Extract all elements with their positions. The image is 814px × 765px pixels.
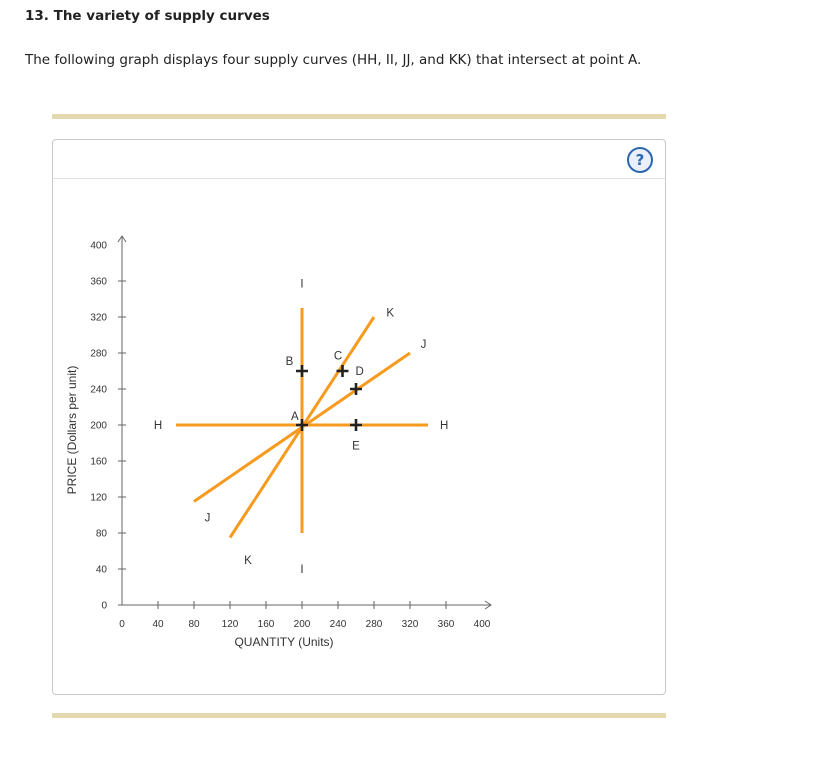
x-tick-label: 240 xyxy=(330,619,347,630)
curve-label-j: J xyxy=(205,513,211,525)
curve-label-i: I xyxy=(300,564,303,576)
y-tick-label: 80 xyxy=(96,529,108,540)
curve-label-h: H xyxy=(154,420,162,432)
point-label-a: A xyxy=(291,411,299,423)
point-marker-b[interactable] xyxy=(296,365,308,377)
chart-axes: 0 40 80 120 160 200 240 280 320 360 400 0 40 80 120 160… xyxy=(65,235,492,649)
y-tick-label: 160 xyxy=(90,457,107,468)
graph-panel: ? xyxy=(52,139,666,695)
x-tick-label: 320 xyxy=(402,619,419,630)
curve-label-h: H xyxy=(440,420,448,432)
chart-points[interactable] xyxy=(296,365,362,431)
point-label-b: B xyxy=(286,356,294,368)
curve-label-k: K xyxy=(244,555,252,567)
y-tick-label: 360 xyxy=(90,277,107,288)
y-axis-arrow xyxy=(117,235,127,243)
y-tick-label: 240 xyxy=(90,385,107,396)
question-text: The following graph displays four supply… xyxy=(25,52,642,68)
curve-label-k: K xyxy=(386,308,394,320)
curve-label-i: I xyxy=(300,279,303,291)
bottom-divider xyxy=(52,713,666,718)
x-axis-title: QUANTITY (Units) xyxy=(234,635,333,649)
x-tick-label: 160 xyxy=(258,619,275,630)
top-divider xyxy=(52,114,666,119)
x-tick-label: 40 xyxy=(152,619,164,630)
point-marker-d[interactable] xyxy=(350,383,362,395)
x-tick-label: 80 xyxy=(188,619,200,630)
point-label-c: C xyxy=(334,351,342,363)
y-tick-label: 0 xyxy=(101,601,107,612)
x-tick-label: 400 xyxy=(474,619,491,630)
point-marker-a[interactable] xyxy=(296,419,308,431)
x-tick-label: 200 xyxy=(294,619,311,630)
curve-label-j: J xyxy=(421,339,427,351)
x-tick-label: 360 xyxy=(438,619,455,630)
point-marker-c[interactable] xyxy=(336,365,349,377)
y-tick-label: 320 xyxy=(90,313,107,324)
y-axis-title: PRICE (Dollars per unit) xyxy=(65,366,79,495)
x-tick-label: 280 xyxy=(366,619,383,630)
y-tick-label: 280 xyxy=(90,349,107,360)
point-marker-e[interactable] xyxy=(350,419,362,431)
panel-header-divider xyxy=(53,178,665,179)
y-tick-label: 40 xyxy=(96,565,108,576)
point-label-e: E xyxy=(352,441,360,453)
y-tick-label: 200 xyxy=(90,421,107,432)
chart-labels: H H I I J J K K A B C D E xyxy=(154,279,449,576)
y-tick-label: 120 xyxy=(90,493,107,504)
question-title: 13. The variety of supply curves xyxy=(25,8,270,24)
point-label-d: D xyxy=(355,366,363,378)
x-axis-arrow xyxy=(484,600,492,610)
help-button[interactable]: ? xyxy=(627,147,653,173)
y-tick-label: 400 xyxy=(90,241,107,252)
x-tick-label: 120 xyxy=(222,619,239,630)
x-tick-label: 0 xyxy=(119,619,125,630)
